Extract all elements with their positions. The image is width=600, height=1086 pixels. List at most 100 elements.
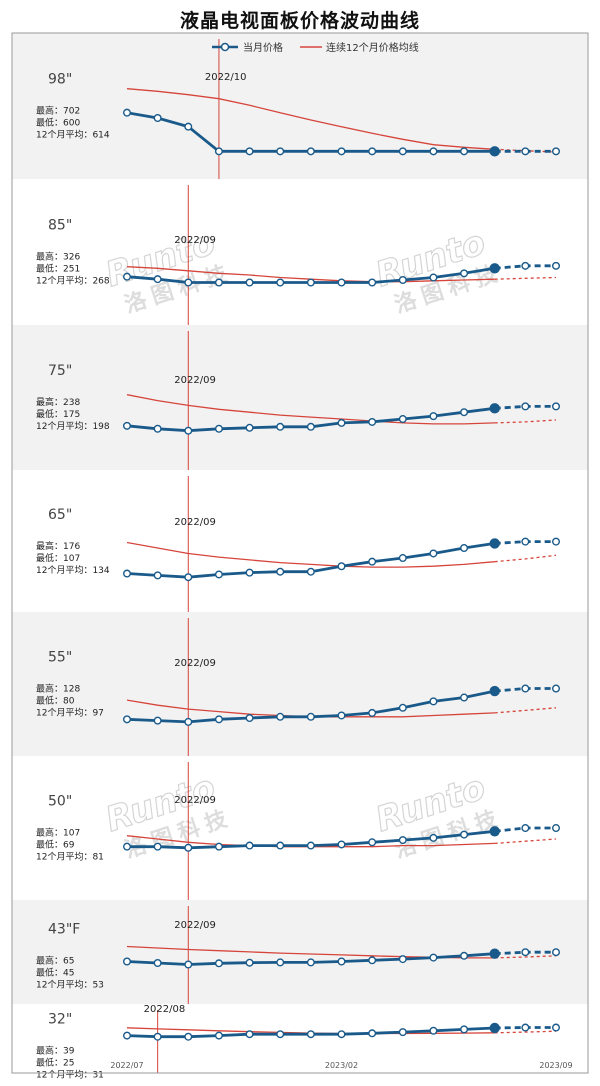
current-price-point: [398, 554, 407, 563]
current-price-point: [306, 278, 315, 287]
current-price-point: [337, 957, 346, 966]
current-price-point: [184, 122, 193, 131]
current-price-point: [153, 842, 162, 851]
ma12-line: [126, 394, 495, 425]
current-price-point: [460, 693, 469, 702]
current-price-point: [460, 830, 469, 839]
stat-line: 最高：176: [36, 540, 80, 552]
current-price-point: [214, 147, 223, 156]
current-price-point: [153, 716, 162, 725]
current-price-point: [429, 1026, 438, 1035]
current-price-point: [153, 959, 162, 968]
current-price-point: [337, 840, 346, 849]
x-tick-label: 2022/07: [110, 1061, 143, 1070]
ma12-forecast-line: [494, 1030, 557, 1034]
ma12-forecast-line: [494, 276, 557, 280]
current-price-point: [429, 412, 438, 421]
current-price-point: [368, 278, 377, 287]
current-price-point: [214, 842, 223, 851]
panel-band-0: [12, 33, 588, 179]
current-price-point: [489, 1022, 500, 1034]
chart-frame: [11, 32, 589, 1074]
current-price-point: [368, 417, 377, 426]
marker-label: 2022/08: [144, 1004, 186, 1015]
current-price-point: [214, 1031, 223, 1040]
current-price-point: [398, 147, 407, 156]
current-price-point: [398, 836, 407, 845]
current-price-point: [429, 833, 438, 842]
stat-line: 12个月平均：614: [36, 128, 110, 140]
size-label: 75": [48, 363, 72, 379]
current-price-point: [306, 1030, 315, 1039]
current-price-point: [276, 712, 285, 721]
current-price-point: [276, 841, 285, 850]
size-label: 55": [48, 650, 72, 666]
current-price-point: [368, 557, 377, 566]
current-price-point: [122, 1031, 131, 1040]
current-price-point: [429, 549, 438, 558]
legend-ma12-label: 连续12个月价格均线: [326, 41, 419, 54]
current-price-point: [521, 1023, 530, 1032]
current-price-point: [276, 422, 285, 431]
current-price-point: [521, 948, 530, 957]
current-price-point: [460, 951, 469, 960]
current-price-point: [337, 418, 346, 427]
current-price-point: [306, 422, 315, 431]
stat-line: 最低：25: [36, 1057, 74, 1069]
marker-label: 2022/09: [174, 375, 216, 386]
current-price-point: [184, 573, 193, 582]
current-price-point: [489, 948, 500, 959]
x-tick-label: 2023/02: [325, 1061, 358, 1070]
current-price-point: [429, 697, 438, 706]
current-price-point: [184, 960, 193, 969]
current-price-point: [552, 537, 561, 546]
current-price-point: [276, 278, 285, 287]
panel-band-4: [12, 612, 588, 756]
ma12-line: [126, 88, 495, 150]
page-title: 液晶电视面板价格波动曲线: [179, 10, 420, 32]
stat-line: 最高：326: [36, 250, 80, 262]
current-price-point: [306, 712, 315, 721]
current-price-point: [368, 956, 377, 965]
current-price-point: [368, 1029, 377, 1038]
stat-line: 12个月平均：53: [36, 979, 104, 991]
current-price-point: [368, 838, 377, 847]
stat-line: 最高：238: [36, 396, 80, 408]
current-price-point: [521, 147, 530, 156]
current-price-point: [398, 1028, 407, 1037]
current-price-point: [521, 402, 530, 411]
current-price-point: [214, 278, 223, 287]
current-price-point: [552, 1023, 561, 1032]
stat-line: 最高：702: [36, 104, 80, 116]
current-price-point: [306, 841, 315, 850]
marker-label: 2022/10: [205, 72, 247, 83]
stat-line: 最高：65: [36, 955, 74, 967]
current-price-point: [337, 562, 346, 571]
current-price-point: [489, 263, 500, 274]
current-price-point: [153, 275, 162, 284]
stat-line: 最低：600: [36, 116, 80, 128]
stat-line: 最低：251: [36, 262, 80, 274]
current-price-point: [245, 568, 254, 577]
ma12-forecast-line: [494, 554, 557, 563]
stat-line: 最高：107: [36, 827, 80, 839]
panel-band-1: [12, 179, 588, 325]
current-price-point: [184, 843, 193, 852]
current-price-point: [153, 571, 162, 580]
current-price-point: [184, 426, 193, 435]
current-price-point: [337, 147, 346, 156]
ma12-forecast-line: [494, 955, 557, 959]
stat-line: 最高：128: [36, 683, 80, 695]
current-price-point: [306, 147, 315, 156]
size-label: 65": [48, 507, 72, 523]
stat-line: 12个月平均：81: [36, 851, 104, 863]
marker-label: 2022/09: [174, 795, 216, 806]
current-price-point: [245, 278, 254, 287]
current-price-point: [460, 1025, 469, 1034]
